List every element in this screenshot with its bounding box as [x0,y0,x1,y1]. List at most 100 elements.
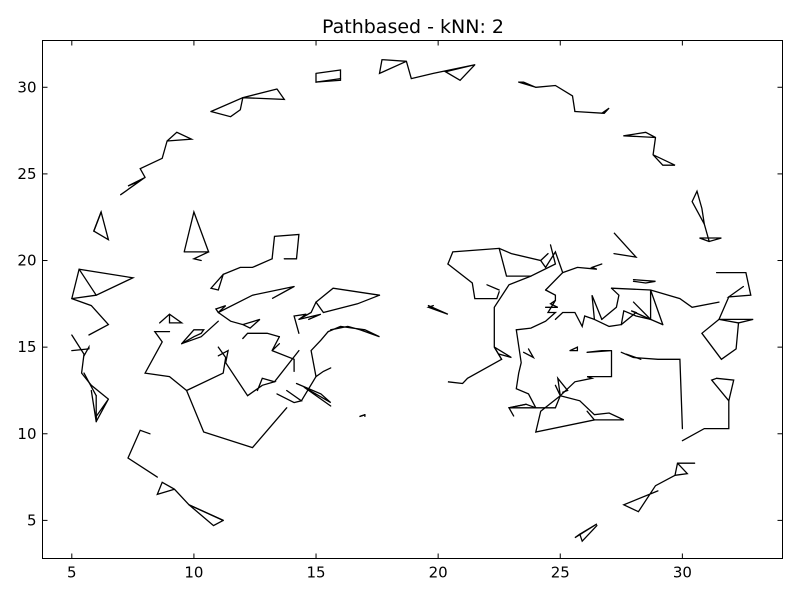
graph-edge-path [191,251,210,262]
graph-edge-path [166,131,195,142]
x-tick-label: 10 [184,564,203,582]
graph-edge-path [153,330,171,343]
graph-edge-path [554,311,596,329]
graph-edge-path [569,346,579,352]
graph-edge-path [649,289,664,326]
graph-edge-path [315,69,342,83]
graph-edge-path [210,88,278,118]
graph-edge-path [601,287,620,321]
graph-edge-path [139,140,168,179]
graph-edge-path [185,389,288,449]
graph-edge-path [271,233,300,260]
graph-edge-path [327,325,380,338]
graph-edge-path [623,131,656,139]
graph-edge-path [210,88,286,113]
graph-edge-path [71,334,110,400]
graph-edge-path [540,250,564,291]
graph-edge-path [271,349,295,373]
graph-edge-path [508,403,527,409]
graph-edge-path [426,304,449,315]
graph-edge-path [652,136,676,166]
graph-edge-path [623,301,653,321]
graph-edge-path [622,474,676,513]
graph-edge-path [522,348,536,360]
graph-edge-path [447,358,503,385]
graph-edge-path [83,372,97,397]
graph-edge-path [276,389,303,404]
graph-edge-path [610,287,720,308]
graph-edge-path [293,301,317,334]
graph-edge-path [93,211,102,232]
graph-edge-path [78,268,97,296]
graph-edge-path [591,294,603,321]
graph-edge-path [217,349,230,364]
graph-edge-path [185,346,227,392]
graph-edge-path [225,362,277,397]
graph-edge-path [691,189,705,225]
plot-area-frame [42,40,783,559]
graph-edge-path [447,263,500,300]
graph-edge-path [515,329,537,409]
graph-edge-path [181,329,205,345]
graph-edge-path [378,58,407,75]
graph-edge-path [620,351,642,360]
graph-edge-path [127,429,158,478]
y-tick-label: 20 [17,252,36,270]
graph-edge-path [620,310,652,326]
graph-edge-path [447,247,549,265]
graph-edge-path [701,318,740,361]
graph-edge-path [310,330,329,378]
graph-edge-path [222,258,273,276]
chart-title: Pathbased - kNN: 2 [322,16,504,38]
graph-edge-path [574,107,610,114]
graph-edge-path [217,311,261,329]
graph-edge-path [486,284,500,291]
graph-edge-path [144,341,188,392]
graph-edge-path [559,395,625,421]
graph-edge-path [518,81,537,88]
graph-edge-path [586,349,612,353]
x-tick-label: 30 [673,564,692,582]
graph-edge-path [188,504,224,522]
graph-edge-path [214,285,295,314]
graph-edge-path [298,313,322,321]
graph-edge-path [315,77,342,83]
graph-edge-path [632,278,656,284]
y-tick-label: 25 [17,165,36,183]
y-tick-label: 10 [17,425,36,443]
y-tick-label: 5 [27,511,37,529]
graph-edge-path [120,176,146,196]
y-tick-label: 15 [17,338,36,356]
x-tick-label: 5 [67,564,77,582]
graph-edge-path [209,273,224,291]
graph-edge-path [242,332,281,340]
graph-edge-path [71,268,136,300]
graph-edge-path [544,289,559,308]
graph-edge-path [681,400,730,442]
graph-edge-path [649,318,664,326]
x-tick-label: 15 [306,564,325,582]
graph-edge-path [359,414,366,418]
graph-edge-path [315,287,381,303]
x-tick-label: 25 [551,564,570,582]
graph-edge-path [632,356,684,430]
graph-edge-path [534,395,596,433]
graph-edges [71,58,754,543]
graph-edge-path [699,223,722,243]
x-tick-label: 20 [429,564,448,582]
graph-edge-path [405,60,476,82]
graph-edge-path [613,232,638,259]
graph-edge-path [295,382,332,407]
graph-edge-path [556,376,569,397]
graph-edge-path [498,244,557,277]
graph-edge-path [273,349,300,383]
y-tick-label: 30 [17,78,36,96]
graph-edge-path [718,296,754,324]
graph-edge-path [559,349,613,397]
graph-edge-path [535,84,576,113]
graph-edge-path [574,523,598,543]
graph-edge-path [315,294,381,314]
graph-edge-path [715,271,752,298]
graph-edge-path [156,481,190,506]
